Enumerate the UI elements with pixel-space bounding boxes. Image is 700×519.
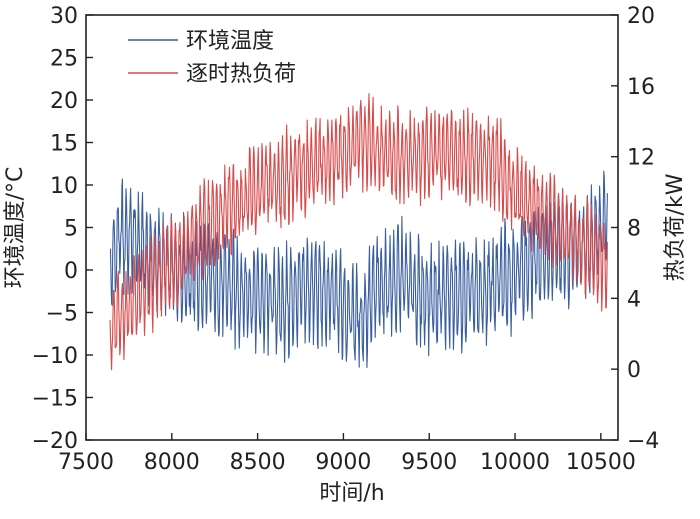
x-tick-label: 8000 — [144, 450, 200, 475]
legend: 环境温度 逐时热负荷 — [128, 29, 296, 87]
x-tick-label: 10000 — [480, 450, 550, 475]
y-axis-left-title: 环境温度/°C — [3, 167, 28, 289]
legend-label-ambient-temperature: 环境温度 — [186, 29, 274, 54]
y-right-tick-label: 12 — [627, 146, 655, 171]
y-left-tick-label: −20 — [32, 429, 78, 454]
y-left-tick-label: 30 — [50, 4, 78, 29]
y-left-tick-label: 5 — [64, 217, 78, 242]
y-axis-right: −4 0 4 8 12 16 20 — [611, 4, 659, 454]
y-axis-right-title: 热负荷/kW — [663, 173, 688, 281]
y-left-tick-label: 10 — [50, 174, 78, 199]
y-right-tick-label: 16 — [627, 75, 655, 100]
y-right-tick-label: −4 — [627, 429, 659, 454]
plot-lines — [109, 93, 608, 371]
y-left-tick-label: 15 — [50, 132, 78, 157]
y-left-tick-label: −5 — [46, 302, 78, 327]
x-tick-label: 9500 — [401, 450, 457, 475]
x-axis: 7500 8000 8500 9000 9500 10000 10500 — [58, 433, 636, 475]
y-left-tick-label: −10 — [32, 344, 78, 369]
x-tick-label: 7500 — [58, 450, 114, 475]
y-right-tick-label: 8 — [627, 217, 641, 242]
y-right-tick-label: 4 — [627, 287, 641, 312]
y-left-tick-label: −15 — [32, 387, 78, 412]
x-tick-label: 8500 — [230, 450, 286, 475]
x-axis-title: 时间/h — [319, 481, 384, 506]
y-right-tick-label: 20 — [627, 4, 655, 29]
y-right-tick-label: 0 — [627, 358, 641, 383]
y-left-tick-label: 0 — [64, 259, 78, 284]
y-left-tick-label: 20 — [50, 89, 78, 114]
series-line-hourly-heat-load — [109, 93, 608, 371]
x-tick-label: 9000 — [315, 450, 371, 475]
y-left-tick-label: 25 — [50, 47, 78, 72]
series-line-ambient-temperature — [109, 170, 608, 369]
x-tick-label: 10500 — [566, 450, 636, 475]
y-axis-left: −20 −15 −10 −5 0 5 10 15 20 25 30 — [32, 4, 93, 454]
legend-label-hourly-heat-load: 逐时热负荷 — [186, 62, 296, 87]
